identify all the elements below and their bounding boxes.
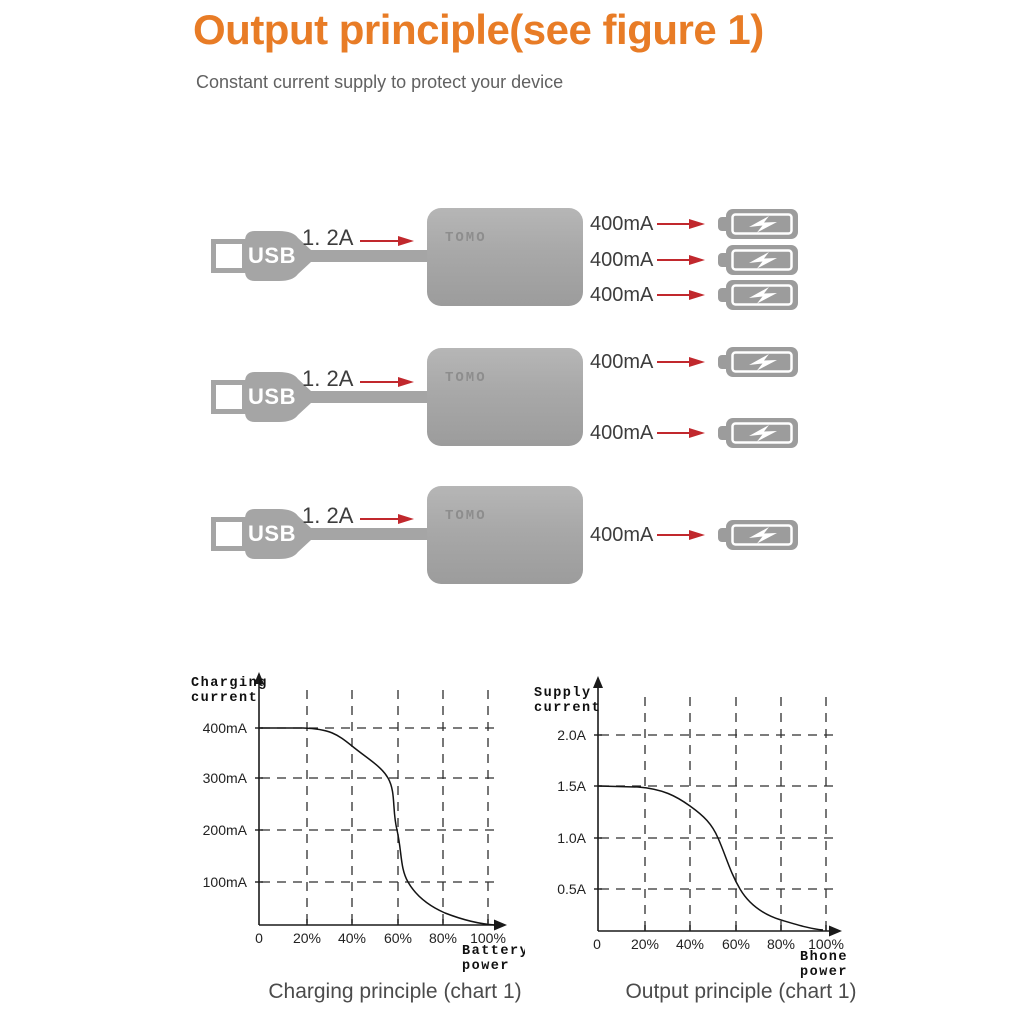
xtick-label: 40% — [676, 936, 704, 952]
battery-charging-icon — [718, 245, 798, 275]
battery-charging-icon — [718, 280, 798, 310]
flow-arrow-icon — [657, 290, 705, 300]
brand-logo: TOMO — [445, 508, 487, 524]
charger-device: TOMO — [427, 348, 583, 446]
output-current-label: 400mA — [590, 351, 654, 373]
usb-connector-icon — [245, 372, 431, 422]
usb-connector-icon — [245, 231, 431, 281]
page-title: Output principle(see figure 1) — [193, 6, 764, 53]
usb-plug-icon — [211, 517, 247, 551]
output-current-label: 400mA — [590, 284, 654, 306]
xtick-label: 80% — [429, 930, 457, 946]
flow-arrow-icon — [657, 357, 705, 367]
flow-arrow-icon — [657, 530, 705, 540]
charger-device: TOMO — [427, 208, 583, 306]
battery-charging-icon — [718, 347, 798, 377]
output-current-label: 400mA — [590, 524, 654, 546]
ytick-label: 300mA — [203, 770, 248, 786]
x-axis-title: Bhone — [800, 950, 848, 965]
input-current-label: 1. 2A — [302, 503, 354, 528]
xtick-label: 0 — [255, 930, 263, 946]
chart-output-principle: 2.0A 1.5A 1.0A 0.5A 0 20% 40% 60% 80% 10… — [534, 676, 848, 978]
charger-device: TOMO — [427, 486, 583, 584]
charging-curve — [259, 727, 496, 926]
flow-arrow-icon — [657, 219, 705, 229]
x-axis-title: Battery — [462, 944, 525, 959]
y-axis-title: current — [191, 691, 258, 706]
output-current-label: 400mA — [590, 213, 654, 235]
usb-label: USB — [248, 384, 296, 409]
xtick-label: 20% — [293, 930, 321, 946]
y-axis-title: Supply — [534, 686, 592, 701]
usb-label: USB — [248, 243, 296, 268]
brand-logo: TOMO — [445, 370, 487, 386]
ytick-label: 200mA — [203, 822, 248, 838]
xtick-label: 20% — [631, 936, 659, 952]
flow-arrow-icon — [360, 377, 414, 387]
y-axis-title: Charging — [191, 676, 268, 691]
x-axis-title: power — [800, 965, 848, 978]
xtick-label: 80% — [767, 936, 795, 952]
output-current-label: 400mA — [590, 422, 654, 444]
xtick-label: 100% — [808, 936, 844, 952]
ytick-label: 1.5A — [557, 778, 586, 794]
chart-caption: Charging principle (chart 1) — [268, 980, 522, 1003]
xtick-label: 0 — [593, 936, 601, 952]
usb-plug-icon — [211, 239, 247, 273]
flow-arrow-icon — [360, 236, 414, 246]
flow-arrow-icon — [360, 514, 414, 524]
xtick-label: 60% — [722, 936, 750, 952]
flow-arrow-icon — [657, 255, 705, 265]
battery-charging-icon — [718, 418, 798, 448]
flow-arrow-icon — [657, 428, 705, 438]
ytick-label: 1.0A — [557, 830, 586, 846]
usb-label: USB — [248, 521, 296, 546]
y-axis-title: current — [534, 701, 601, 716]
input-current-label: 1. 2A — [302, 225, 354, 250]
battery-charging-icon — [718, 520, 798, 550]
usb-plug-icon — [211, 380, 247, 414]
usb-connector-icon — [245, 509, 431, 559]
ytick-label: 0.5A — [557, 881, 586, 897]
xtick-label: 60% — [384, 930, 412, 946]
ytick-label: 2.0A — [557, 727, 586, 743]
xtick-label: 100% — [470, 930, 506, 946]
chart-caption: Output principle (chart 1) — [625, 980, 857, 1003]
xtick-label: 40% — [338, 930, 366, 946]
output-current-label: 400mA — [590, 249, 654, 271]
battery-charging-icon — [718, 209, 798, 239]
ytick-label: 400mA — [203, 720, 248, 736]
brand-logo: TOMO — [445, 230, 487, 246]
chart-charging-principle: 400mA 300mA 200mA 100mA 0 20% 40% 60% 80… — [191, 672, 525, 974]
output-curve — [597, 785, 824, 931]
ytick-label: 100mA — [203, 874, 248, 890]
x-axis-title: power — [462, 959, 510, 974]
input-current-label: 1. 2A — [302, 366, 354, 391]
page-subtitle: Constant current supply to protect your … — [196, 72, 564, 92]
